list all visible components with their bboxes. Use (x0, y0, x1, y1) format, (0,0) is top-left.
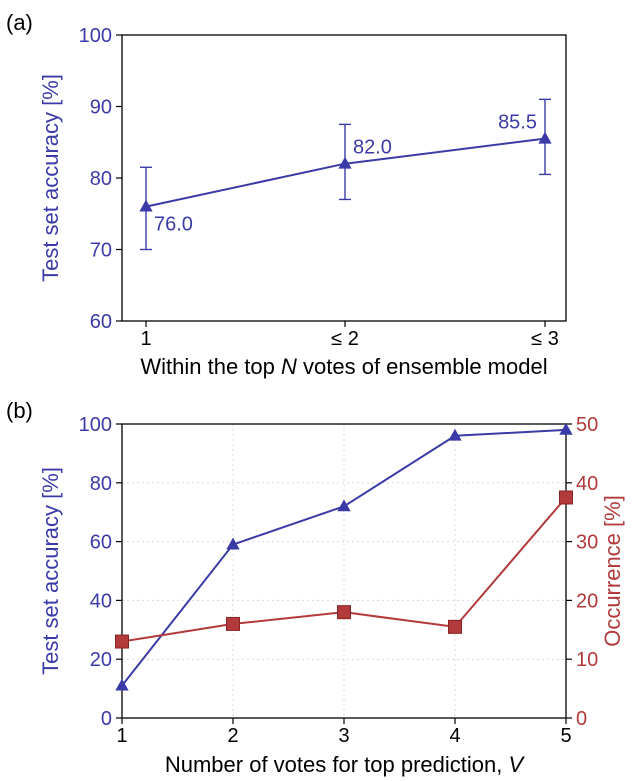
panel-a-frame (121, 34, 567, 322)
panel-a-data-label: 85.5 (498, 112, 537, 134)
panel-b-occurrence-point (115, 634, 129, 649)
panel-b-x-tick-label: 4 (449, 725, 460, 747)
panel-a-point (139, 199, 153, 212)
panel-b-x-label-prefix: Number of votes for top prediction, (165, 752, 509, 777)
panel-b-accuracy-point (115, 678, 129, 691)
panel-b-occurrence-point (226, 616, 240, 631)
panel-a-x-axis-label: Within the top N votes of ensemble model (140, 354, 547, 379)
panel-b-x-label-italic: V (508, 752, 525, 777)
panel-a-x-label-suffix: votes of ensemble model (297, 354, 548, 379)
panel-b-x-tick-label: 2 (227, 725, 238, 747)
panel-b-right-tick-label: 20 (576, 590, 598, 612)
panel-b-x-tick-label: 3 (338, 725, 349, 747)
panel-b-accuracy-point (337, 499, 351, 512)
panel-a-x-label-prefix: Within the top (140, 354, 281, 379)
panel-a-label: (a) (6, 10, 33, 35)
panel-a-y-tick-label: 80 (90, 168, 112, 190)
panel-b-left-tick-label: 60 (90, 532, 112, 554)
panel-a-x-tick-label: ≤ 3 (531, 328, 559, 350)
panel-a-y-tick-label: 60 (90, 311, 112, 333)
panel-a-point (338, 156, 352, 169)
panel-b: (b) 0 20 40 60 80 100 0 10 20 30 40 50 1 2 3 4 5 Test … (6, 398, 625, 777)
panel-b-x-tick-label: 5 (560, 725, 571, 747)
panel-b-left-tick-label: 40 (90, 590, 112, 612)
panel-b-y-ticks-left: 0 20 40 60 80 100 (79, 414, 122, 730)
panel-b-y-ticks-right: 0 10 20 30 40 50 (566, 414, 598, 730)
panel-b-right-tick-label: 10 (576, 649, 598, 671)
panel-b-left-tick-label: 80 (90, 473, 112, 495)
panel-b-accuracy-point (559, 422, 573, 435)
panel-a-x-tick-label: 1 (140, 328, 151, 350)
panel-b-occurrence-point (448, 619, 462, 634)
panel-b-right-tick-label: 0 (576, 708, 587, 730)
panel-b-left-tick-label: 100 (79, 414, 112, 436)
panel-b-accuracy-line (121, 428, 567, 687)
panel-b-x-axis-label: Number of votes for top prediction, V (165, 752, 526, 777)
panel-a-y-axis-label: Test set accuracy [%] (38, 74, 63, 282)
panel-a-point (538, 131, 552, 144)
panel-b-occurrence-point (337, 605, 351, 620)
panel-b-grid (122, 424, 566, 718)
panel-b-series (115, 422, 573, 691)
panel-b-accuracy-point (448, 428, 462, 441)
panel-b-x-ticks: 1 2 3 4 5 (116, 718, 572, 747)
panel-b-right-tick-label: 50 (576, 414, 598, 436)
panel-a-y-tick-label: 100 (79, 25, 112, 47)
panel-a-y-tick-label: 70 (90, 240, 112, 262)
panel-a-data-label: 76.0 (154, 214, 193, 236)
panel-a-x-tick-label: ≤ 2 (331, 328, 359, 350)
panel-b-left-tick-label: 0 (101, 708, 112, 730)
panel-a-data-label: 82.0 (353, 137, 392, 159)
panel-b-occurrence-point (559, 490, 573, 505)
panel-b-right-axis-label: Occurrence [%] (600, 495, 625, 647)
panel-a-y-tick-label: 90 (90, 97, 112, 119)
panel-b-x-tick-label: 1 (116, 725, 127, 747)
panel-b-right-tick-label: 30 (576, 532, 598, 554)
panel-a: (a) 60 70 80 90 100 1 ≤ 2 ≤ 3 76.0 82.0 85.5 Tes… (6, 10, 567, 379)
panel-b-accuracy-point (226, 537, 240, 550)
panel-b-left-tick-label: 20 (90, 649, 112, 671)
panel-a-series: 76.0 82.0 85.5 (139, 98, 552, 251)
panel-b-left-axis-label: Test set accuracy [%] (38, 467, 63, 675)
panel-a-x-label-italic: N (281, 354, 297, 379)
panel-a-y-ticks: 60 70 80 90 100 (79, 25, 122, 333)
panel-b-right-tick-label: 40 (576, 473, 598, 495)
panel-a-x-ticks: 1 ≤ 2 ≤ 3 (140, 321, 559, 350)
panel-b-label: (b) (6, 398, 33, 423)
